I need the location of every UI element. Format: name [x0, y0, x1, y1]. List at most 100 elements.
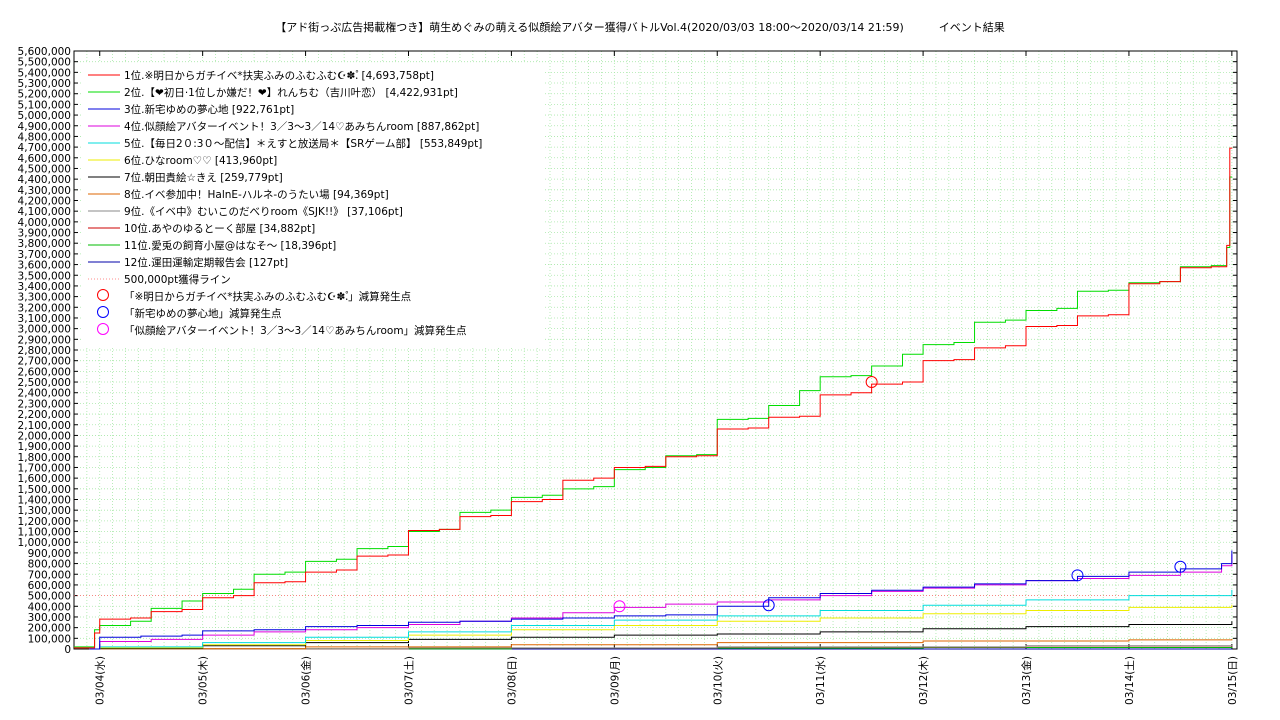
y-tick-label: 4,000,000 [18, 217, 71, 229]
x-tick-label: 03/09(月) [609, 656, 621, 705]
y-tick-label: 3,000,000 [18, 324, 71, 336]
y-tick-label: 2,000,000 [18, 430, 71, 442]
y-tick-label: 1,800,000 [18, 452, 71, 464]
y-tick-label: 4,100,000 [18, 206, 71, 218]
legend-marker [97, 289, 109, 301]
x-tick-label: 03/08(日) [506, 656, 518, 705]
legend-entry: 6位.ひなroom♡♡ [413,960pt] [124, 154, 277, 167]
x-tick-label: 03/11(水) [815, 656, 827, 705]
y-tick-label: 600,000 [28, 580, 71, 592]
legend-entry: 11位.愛兎の飼育小屋@はなそ〜 [18,396pt] [124, 239, 336, 252]
legend-entry: 12位.運田運輸定期報告会 [127pt] [124, 256, 288, 269]
y-tick-label: 3,200,000 [18, 302, 71, 314]
y-tick-label: 3,800,000 [18, 238, 71, 250]
y-tick-label: 2,200,000 [18, 409, 71, 421]
series-group [74, 147, 1233, 650]
y-tick-label: 3,100,000 [18, 313, 71, 325]
y-tick-label: 4,600,000 [18, 153, 71, 165]
y-tick-label: 2,900,000 [18, 334, 71, 346]
legend-entry: 7位.朝田貴絵☆きえ [259,779pt] [124, 171, 283, 184]
marker-point [613, 600, 626, 613]
legend-entry: 1位.※明日からガチイベ*扶実ふみのふむふむ☪✽.゚ [4,693,758pt] [124, 69, 434, 82]
marker-point [762, 599, 775, 612]
y-tick-label: 300,000 [28, 612, 71, 624]
y-tick-label: 4,800,000 [18, 131, 71, 143]
y-tick-label: 1,900,000 [18, 441, 71, 453]
y-tick-label: 4,300,000 [18, 185, 71, 197]
y-tick-label: 2,400,000 [18, 388, 71, 400]
y-tick-label: 5,400,000 [18, 67, 71, 79]
y-tick-label: 1,600,000 [18, 473, 71, 485]
legend-entry: 「※明日からガチイベ*扶実ふみのふむふむ☪✽.゚」減算発生点 [124, 290, 411, 303]
y-tick-label: 200,000 [28, 623, 71, 635]
x-tick-label: 03/15(日) [1227, 656, 1239, 705]
legend-entry: 10位.あやのゆるとーく部屋 [34,882pt] [124, 222, 315, 235]
y-tick-label: 5,200,000 [18, 89, 71, 101]
legend-entry: 500,000pt獲得ライン [124, 273, 231, 286]
x-tick-label: 03/13(金) [1020, 656, 1033, 705]
y-tick-label: 5,600,000 [18, 46, 71, 58]
y-tick-label: 1,000,000 [18, 537, 71, 549]
legend: 1位.※明日からガチイベ*扶実ふみのふむふむ☪✽.゚ [4,693,758pt]… [83, 63, 543, 346]
y-tick-label: 4,900,000 [18, 121, 71, 133]
y-tick-label: 0 [64, 644, 71, 656]
y-tick-label: 3,300,000 [18, 292, 71, 304]
x-tick-label: 03/06(金) [300, 656, 313, 705]
x-tick-label: 03/05(木) [198, 656, 210, 705]
legend-entry: 「似顔絵アバターイベント！3／3〜3／14♡あみちんroom」減算発生点 [124, 324, 467, 337]
legend-entry: 9位.《イベ中》むいこのだべりroom《SJK!!》 [37,106pt] [124, 205, 403, 218]
legend-entry: 5位.【毎日2０:3０〜配信】＊えすと放送局＊【SRゲーム部】 [553,849… [124, 137, 482, 150]
y-tick-label: 5,300,000 [18, 78, 71, 90]
y-axis: 0100,000200,000300,000400,000500,000600,… [18, 46, 1237, 656]
y-tick-label: 2,700,000 [18, 356, 71, 368]
y-tick-label: 3,500,000 [18, 270, 71, 282]
legend-box [83, 63, 543, 346]
y-tick-label: 1,700,000 [18, 462, 71, 474]
y-tick-label: 4,400,000 [18, 174, 71, 186]
y-tick-label: 500,000 [28, 591, 71, 603]
series-line [89, 550, 1233, 650]
chart-title: 【アド街っぷ広告掲載権つき】萌生めぐみの萌える似顔絵アバター獲得バトルVol.4… [275, 21, 1005, 34]
y-tick-label: 800,000 [28, 559, 71, 571]
y-tick-label: 5,100,000 [18, 99, 71, 111]
y-tick-label: 2,100,000 [18, 420, 71, 432]
legend-entry: 3位.新宅ゆめの夢心地 [922,761pt] [124, 103, 294, 116]
y-tick-label: 400,000 [28, 601, 71, 613]
x-tick-label: 03/12(木) [918, 656, 930, 705]
y-tick-label: 1,500,000 [18, 484, 71, 496]
series-line [89, 589, 1233, 650]
marker-group [613, 376, 1187, 613]
series-line [74, 176, 1233, 648]
y-tick-label: 3,700,000 [18, 249, 71, 261]
x-tick-label: 03/10(火) [712, 656, 724, 705]
marker-point [1071, 569, 1084, 582]
legend-entry: 4位.似顔絵アバターイベント！3／3〜3／14♡あみちんroom [887,86… [124, 120, 479, 133]
y-tick-label: 700,000 [28, 569, 71, 581]
y-tick-label: 4,200,000 [18, 196, 71, 208]
x-tick-label: 03/07(土) [402, 656, 415, 705]
y-tick-label: 2,500,000 [18, 377, 71, 389]
y-tick-label: 4,500,000 [18, 163, 71, 175]
y-tick-label: 2,600,000 [18, 366, 71, 378]
y-tick-label: 5,500,000 [18, 57, 71, 69]
y-tick-label: 100,000 [28, 633, 71, 645]
legend-entry: 2位.【❤初日·1位しか嫌だ！❤】れんちむ（吉川叶恋） [4,422,931pt… [124, 86, 458, 99]
y-tick-label: 5,000,000 [18, 110, 71, 122]
marker-point [1174, 560, 1187, 573]
y-tick-label: 1,300,000 [18, 505, 71, 517]
legend-marker [97, 306, 109, 318]
y-tick-label: 4,700,000 [18, 142, 71, 154]
y-tick-label: 2,300,000 [18, 398, 71, 410]
series-line [74, 147, 1233, 649]
legend-entry: 8位.イベ参加中！HalnE-ハルネ-のうたい場 [94,369pt] [124, 188, 389, 201]
x-axis: 03/04(水) 03/05(木) 03/06(金) 03/07(土) 03/08(日)… [95, 51, 1239, 705]
y-tick-label: 1,200,000 [18, 516, 71, 528]
y-tick-label: 3,900,000 [18, 228, 71, 240]
y-tick-label: 3,400,000 [18, 281, 71, 293]
x-tick-label: 03/04(水) [95, 656, 107, 705]
marker-point [865, 376, 878, 389]
y-tick-label: 2,800,000 [18, 345, 71, 357]
y-tick-label: 900,000 [28, 548, 71, 560]
y-tick-label: 1,100,000 [18, 527, 71, 539]
